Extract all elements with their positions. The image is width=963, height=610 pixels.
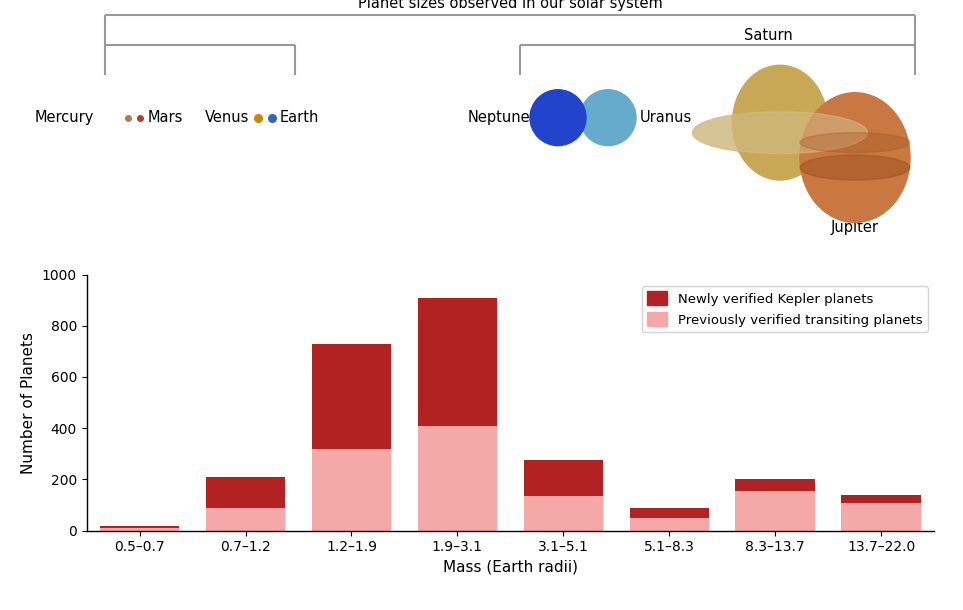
Bar [206,508,285,531]
Text: Venus: Venus [205,110,249,125]
Ellipse shape [800,93,910,223]
Bar [206,477,285,508]
Text: Mercury: Mercury [35,110,94,125]
Ellipse shape [800,155,910,180]
Bar [100,528,179,531]
Bar [524,460,603,496]
Bar [524,496,603,531]
Text: Mars: Mars [148,110,183,125]
Bar [736,491,815,531]
Text: Planet sizes observed in our solar system: Planet sizes observed in our solar syste… [357,0,663,11]
Bar [418,426,497,531]
Bar [100,526,179,528]
Text: Saturn: Saturn [743,28,793,43]
X-axis label: Mass (Earth radii): Mass (Earth radii) [443,560,578,575]
Y-axis label: Number of Planets: Number of Planets [21,332,37,473]
Bar [842,495,921,503]
Ellipse shape [692,112,868,154]
Ellipse shape [733,65,827,180]
Bar [736,479,815,491]
Circle shape [530,90,586,146]
Text: Neptune: Neptune [468,110,531,125]
Bar [312,449,391,531]
Legend: Newly verified Kepler planets, Previously verified transiting planets: Newly verified Kepler planets, Previousl… [642,286,927,332]
Bar [630,518,709,531]
Text: Jupiter: Jupiter [831,220,879,235]
Bar [418,298,497,426]
Bar [842,503,921,531]
Bar [630,508,709,518]
Circle shape [580,90,636,146]
Text: Earth: Earth [280,110,320,125]
Ellipse shape [692,112,868,154]
Ellipse shape [800,132,910,152]
Bar [312,343,391,449]
Text: Uranus: Uranus [640,110,692,125]
